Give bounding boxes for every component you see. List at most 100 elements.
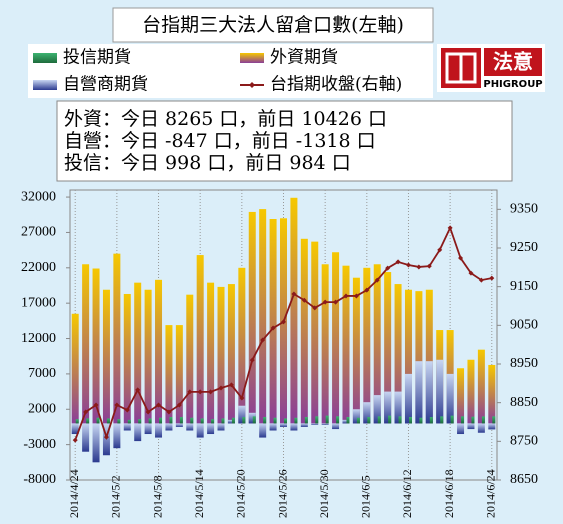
bar [457, 368, 465, 424]
bar [127, 419, 131, 424]
close-marker [260, 337, 266, 343]
close-marker [228, 382, 234, 388]
bar [492, 416, 496, 424]
x-tick-label: 2014/6/24 [484, 469, 498, 518]
close-marker [395, 259, 401, 265]
y2-tick-label: 9150 [510, 279, 538, 294]
bar [82, 264, 90, 424]
bar [304, 417, 308, 424]
bar [477, 423, 485, 433]
close-marker [197, 389, 203, 395]
y2-tick-label: 8650 [510, 472, 538, 487]
legend-label: 台指期收盤(右軸) [270, 75, 402, 95]
close-marker [218, 385, 224, 391]
bar [394, 284, 402, 424]
close-marker [270, 325, 276, 331]
close-marker [426, 263, 432, 269]
bar [207, 282, 215, 424]
bar [388, 415, 392, 424]
bar [259, 423, 267, 438]
legend-swatch [33, 53, 57, 63]
annotation-box [56, 100, 513, 182]
y-tick-label: 27000 [21, 225, 56, 240]
bar [102, 289, 110, 424]
bar [321, 423, 329, 425]
bar [113, 423, 121, 449]
y-tick-label: 12000 [21, 331, 56, 346]
bar [311, 241, 319, 424]
bar [280, 423, 287, 427]
legend-swatch [33, 80, 57, 90]
close-marker [405, 262, 411, 268]
bar [325, 415, 329, 424]
bar [294, 417, 298, 424]
bar [477, 349, 485, 424]
close-marker [416, 264, 422, 270]
bar [269, 219, 277, 424]
y-tick-label: 22000 [21, 260, 56, 275]
legend-label: 自營商期貨 [63, 75, 148, 95]
bar [488, 364, 496, 424]
bar [467, 359, 475, 424]
x-tick-label: 2014/6/18 [442, 469, 456, 518]
bar [165, 423, 173, 431]
bar [155, 279, 163, 424]
close-marker [437, 247, 443, 253]
bar [269, 423, 277, 431]
bar [138, 419, 142, 424]
title-box [112, 7, 434, 43]
bar [123, 423, 131, 431]
bar [179, 417, 183, 424]
y-tick-label: 17000 [21, 295, 56, 310]
logo-subtext: PHIGROUP [483, 79, 542, 90]
x-tick-label: 2014/5/26 [275, 469, 289, 518]
x-tick-label: 2014/5/14 [192, 469, 206, 518]
y-tick-label: 7000 [28, 366, 56, 381]
close-marker [72, 437, 78, 443]
bar [450, 415, 454, 424]
bar [75, 419, 79, 424]
legend-label: 外資期貨 [270, 48, 338, 68]
bar [175, 325, 183, 424]
bar [336, 416, 340, 424]
bar [321, 264, 329, 424]
bar [404, 289, 412, 424]
bar [457, 423, 465, 435]
y-tick-label: -3000 [23, 437, 56, 452]
bar [300, 423, 308, 427]
x-tick-label: 2014/5/30 [317, 469, 331, 518]
bar [315, 416, 319, 424]
y2-tick-label: 8750 [510, 434, 538, 449]
bar [82, 423, 90, 452]
close-marker [291, 291, 297, 297]
y2-tick-label: 9250 [510, 240, 538, 255]
bar [227, 284, 235, 424]
bar [134, 423, 142, 442]
close-marker [364, 287, 370, 293]
bar [384, 272, 392, 424]
legend-swatch [240, 53, 264, 63]
bar [377, 416, 381, 424]
bar [446, 373, 454, 424]
bar [352, 277, 360, 424]
y2-tick-label: 8850 [510, 395, 538, 410]
bar [252, 416, 256, 424]
close-marker [374, 277, 380, 283]
bar [259, 209, 267, 424]
bar [425, 361, 433, 424]
bar [117, 419, 121, 424]
bar [242, 417, 246, 424]
annotation: 自營：今日 -847 口，前日 -1318 口 [64, 130, 376, 152]
close-marker [83, 409, 89, 415]
close-marker [239, 395, 245, 401]
bar [300, 238, 308, 424]
bar [471, 416, 475, 424]
close-marker [312, 305, 318, 311]
bar [394, 391, 402, 424]
x-tick-label: 2014/5/8 [150, 475, 164, 518]
bar [86, 418, 90, 424]
bar [71, 423, 79, 435]
bar [207, 423, 215, 435]
bar [211, 419, 215, 424]
